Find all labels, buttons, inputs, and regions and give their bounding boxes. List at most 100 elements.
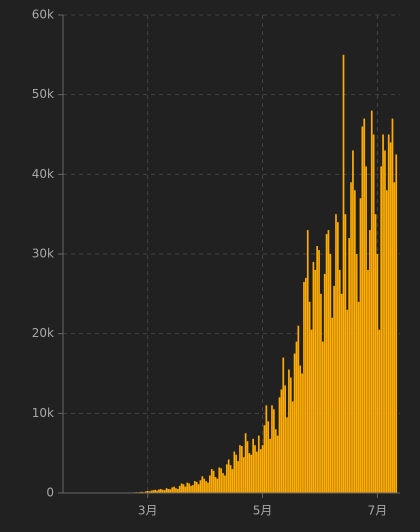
bar [297, 325, 300, 493]
bar [235, 454, 238, 493]
bar [340, 293, 343, 493]
bar [193, 481, 196, 493]
bar [265, 405, 268, 493]
bar [201, 476, 204, 493]
bar [161, 489, 164, 493]
bar [167, 489, 170, 493]
bar [186, 482, 189, 493]
y-tick-label: 30k [32, 247, 54, 261]
bar [222, 473, 224, 493]
bar [278, 397, 281, 493]
bar [363, 118, 366, 494]
y-tick-label: 20k [32, 326, 54, 340]
bar [148, 491, 151, 493]
bar [271, 405, 273, 493]
bar [389, 142, 392, 493]
y-tick-label: 10k [32, 406, 54, 420]
x-tick-label: 7月 [368, 504, 388, 518]
bar [156, 490, 158, 493]
bar [171, 487, 174, 493]
bar [254, 445, 256, 493]
bar [308, 301, 311, 493]
bar [203, 478, 206, 493]
y-tick-label: 50k [32, 87, 54, 101]
bar [310, 329, 313, 493]
bar [344, 214, 347, 493]
bar [365, 166, 367, 493]
bar [333, 285, 335, 493]
bar [144, 491, 147, 493]
bar [352, 150, 354, 493]
bar [288, 369, 290, 493]
bar [182, 484, 185, 493]
bar [250, 454, 253, 493]
bar [312, 261, 315, 493]
bar [295, 341, 298, 493]
bar [169, 489, 172, 493]
bar [303, 281, 305, 493]
bar [305, 277, 307, 493]
bar [207, 482, 209, 493]
bar [184, 486, 187, 493]
x-tick-label: 3月 [138, 504, 158, 518]
bar [224, 475, 226, 493]
bar [376, 254, 379, 493]
bar [284, 385, 287, 493]
bar [165, 488, 168, 493]
bar [173, 486, 175, 493]
bar [299, 365, 302, 493]
bar [335, 214, 337, 493]
bar [192, 485, 194, 493]
bar [380, 166, 383, 493]
bar [293, 353, 296, 493]
bar [337, 222, 339, 493]
bar [342, 54, 345, 493]
bar [314, 269, 317, 493]
bar [218, 467, 221, 493]
bar [374, 214, 377, 493]
bar [289, 377, 292, 493]
bar [269, 438, 271, 493]
bar [367, 269, 369, 493]
bar [244, 433, 247, 493]
bar [158, 489, 160, 493]
bar [227, 459, 230, 493]
bar [267, 421, 270, 493]
bar [210, 469, 213, 493]
bar [282, 357, 285, 493]
bar [150, 490, 153, 493]
bar [229, 465, 232, 493]
x-tick-label: 5月 [253, 504, 273, 518]
bar [242, 457, 245, 493]
bar [175, 488, 177, 493]
bar [369, 230, 371, 493]
bar [216, 478, 219, 493]
bar [331, 317, 334, 493]
bar [361, 126, 364, 494]
bar [237, 461, 239, 493]
y-tick-label: 60k [32, 8, 54, 22]
bar [220, 468, 222, 493]
bar [241, 445, 243, 493]
bar [256, 451, 258, 493]
bar [239, 445, 241, 493]
bar [385, 190, 388, 493]
y-tick-label: 0 [46, 486, 54, 500]
bar [286, 417, 288, 493]
bar [146, 491, 149, 493]
bar [291, 401, 294, 493]
bar [248, 453, 251, 493]
bar [329, 254, 332, 493]
bar [273, 409, 275, 493]
bar [246, 441, 249, 493]
bar [359, 198, 362, 493]
bar [233, 451, 236, 493]
bar [306, 230, 309, 493]
bar [257, 435, 260, 493]
bar [350, 182, 352, 494]
bar [338, 269, 341, 493]
bar [188, 483, 190, 493]
bar [355, 254, 358, 493]
bar [154, 489, 157, 493]
